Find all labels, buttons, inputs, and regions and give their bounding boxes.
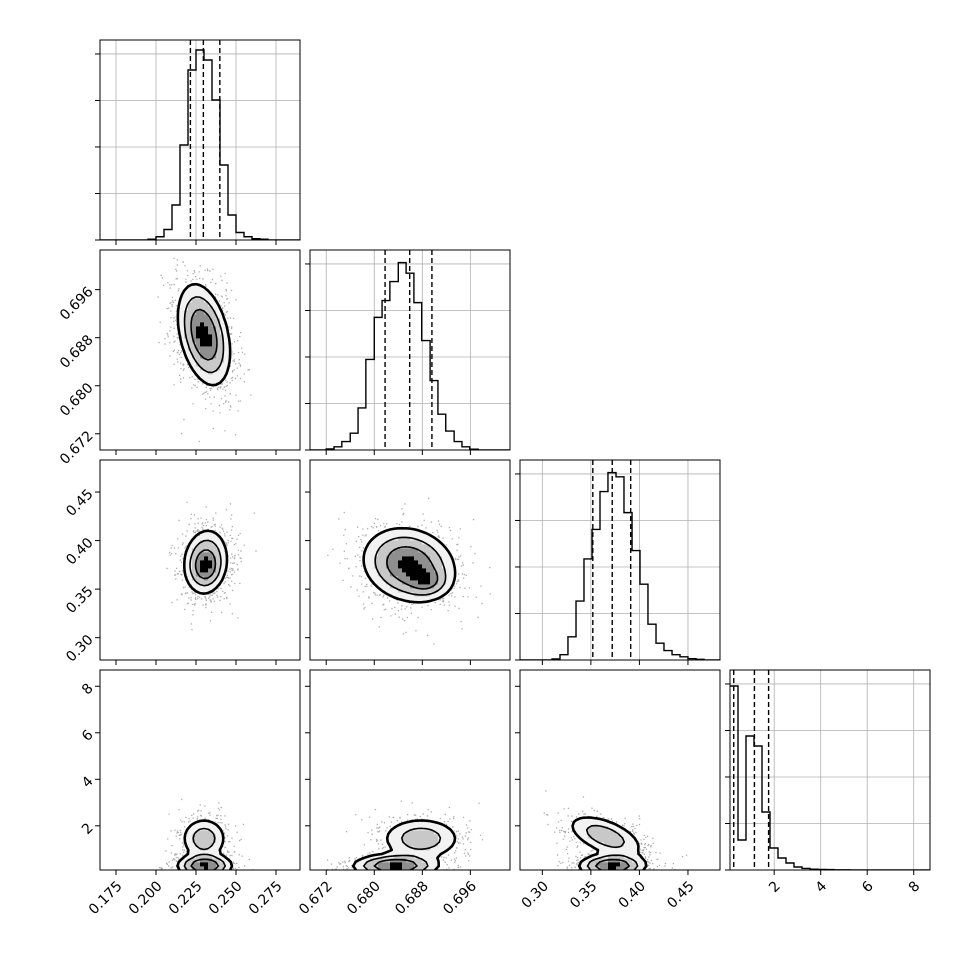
panel-frame-2-0 [99,459,301,661]
density-panel-2-0 [166,501,257,631]
density-panel-3-1 [326,800,484,870]
density-panel-1-0 [157,257,252,443]
contour-level-0 [176,282,232,387]
contour-level-1 [374,536,447,596]
hist-panel-0 [100,40,300,240]
contour-level-1 [183,296,225,374]
panel-frame-3-1 [309,669,511,871]
panel-frame-3-2 [519,669,721,871]
contour-level-2 [194,549,217,580]
panel-frame-1-1 [309,249,511,451]
panel-frame-3-0 [99,669,301,871]
density-panel-2-1 [327,497,491,645]
contour-level-1 [362,827,442,870]
panel-frame-2-2 [519,459,721,661]
contour-level-2 [190,308,218,361]
contour-level-0 [351,819,457,870]
contour-level-0 [571,816,648,870]
panel-frame-1-0 [99,249,301,451]
hist-panel-1 [310,250,510,450]
density-panel-3-2 [543,790,688,870]
hist-step-0 [100,49,300,240]
contour-level-2 [190,858,220,870]
contour-level-1 [189,539,222,587]
hist-panel-3 [730,670,930,870]
contour-level-2 [386,546,439,590]
panel-frame-2-1 [309,459,511,661]
contour-level-0 [176,819,234,870]
hist-panel-2 [520,460,720,660]
contour-level-1 [183,827,227,870]
contour-level-0 [182,529,229,595]
contour-level-0 [362,526,457,604]
panel-frame-0-0 [99,39,301,241]
panel-frame-3-3 [729,669,931,871]
density-panel-3-0 [159,798,254,870]
hist-step-3 [730,685,930,870]
hist-step-2 [520,471,720,660]
contour-level-2 [373,858,418,870]
hist-step-1 [310,261,510,450]
contour-level-1 [585,824,639,870]
